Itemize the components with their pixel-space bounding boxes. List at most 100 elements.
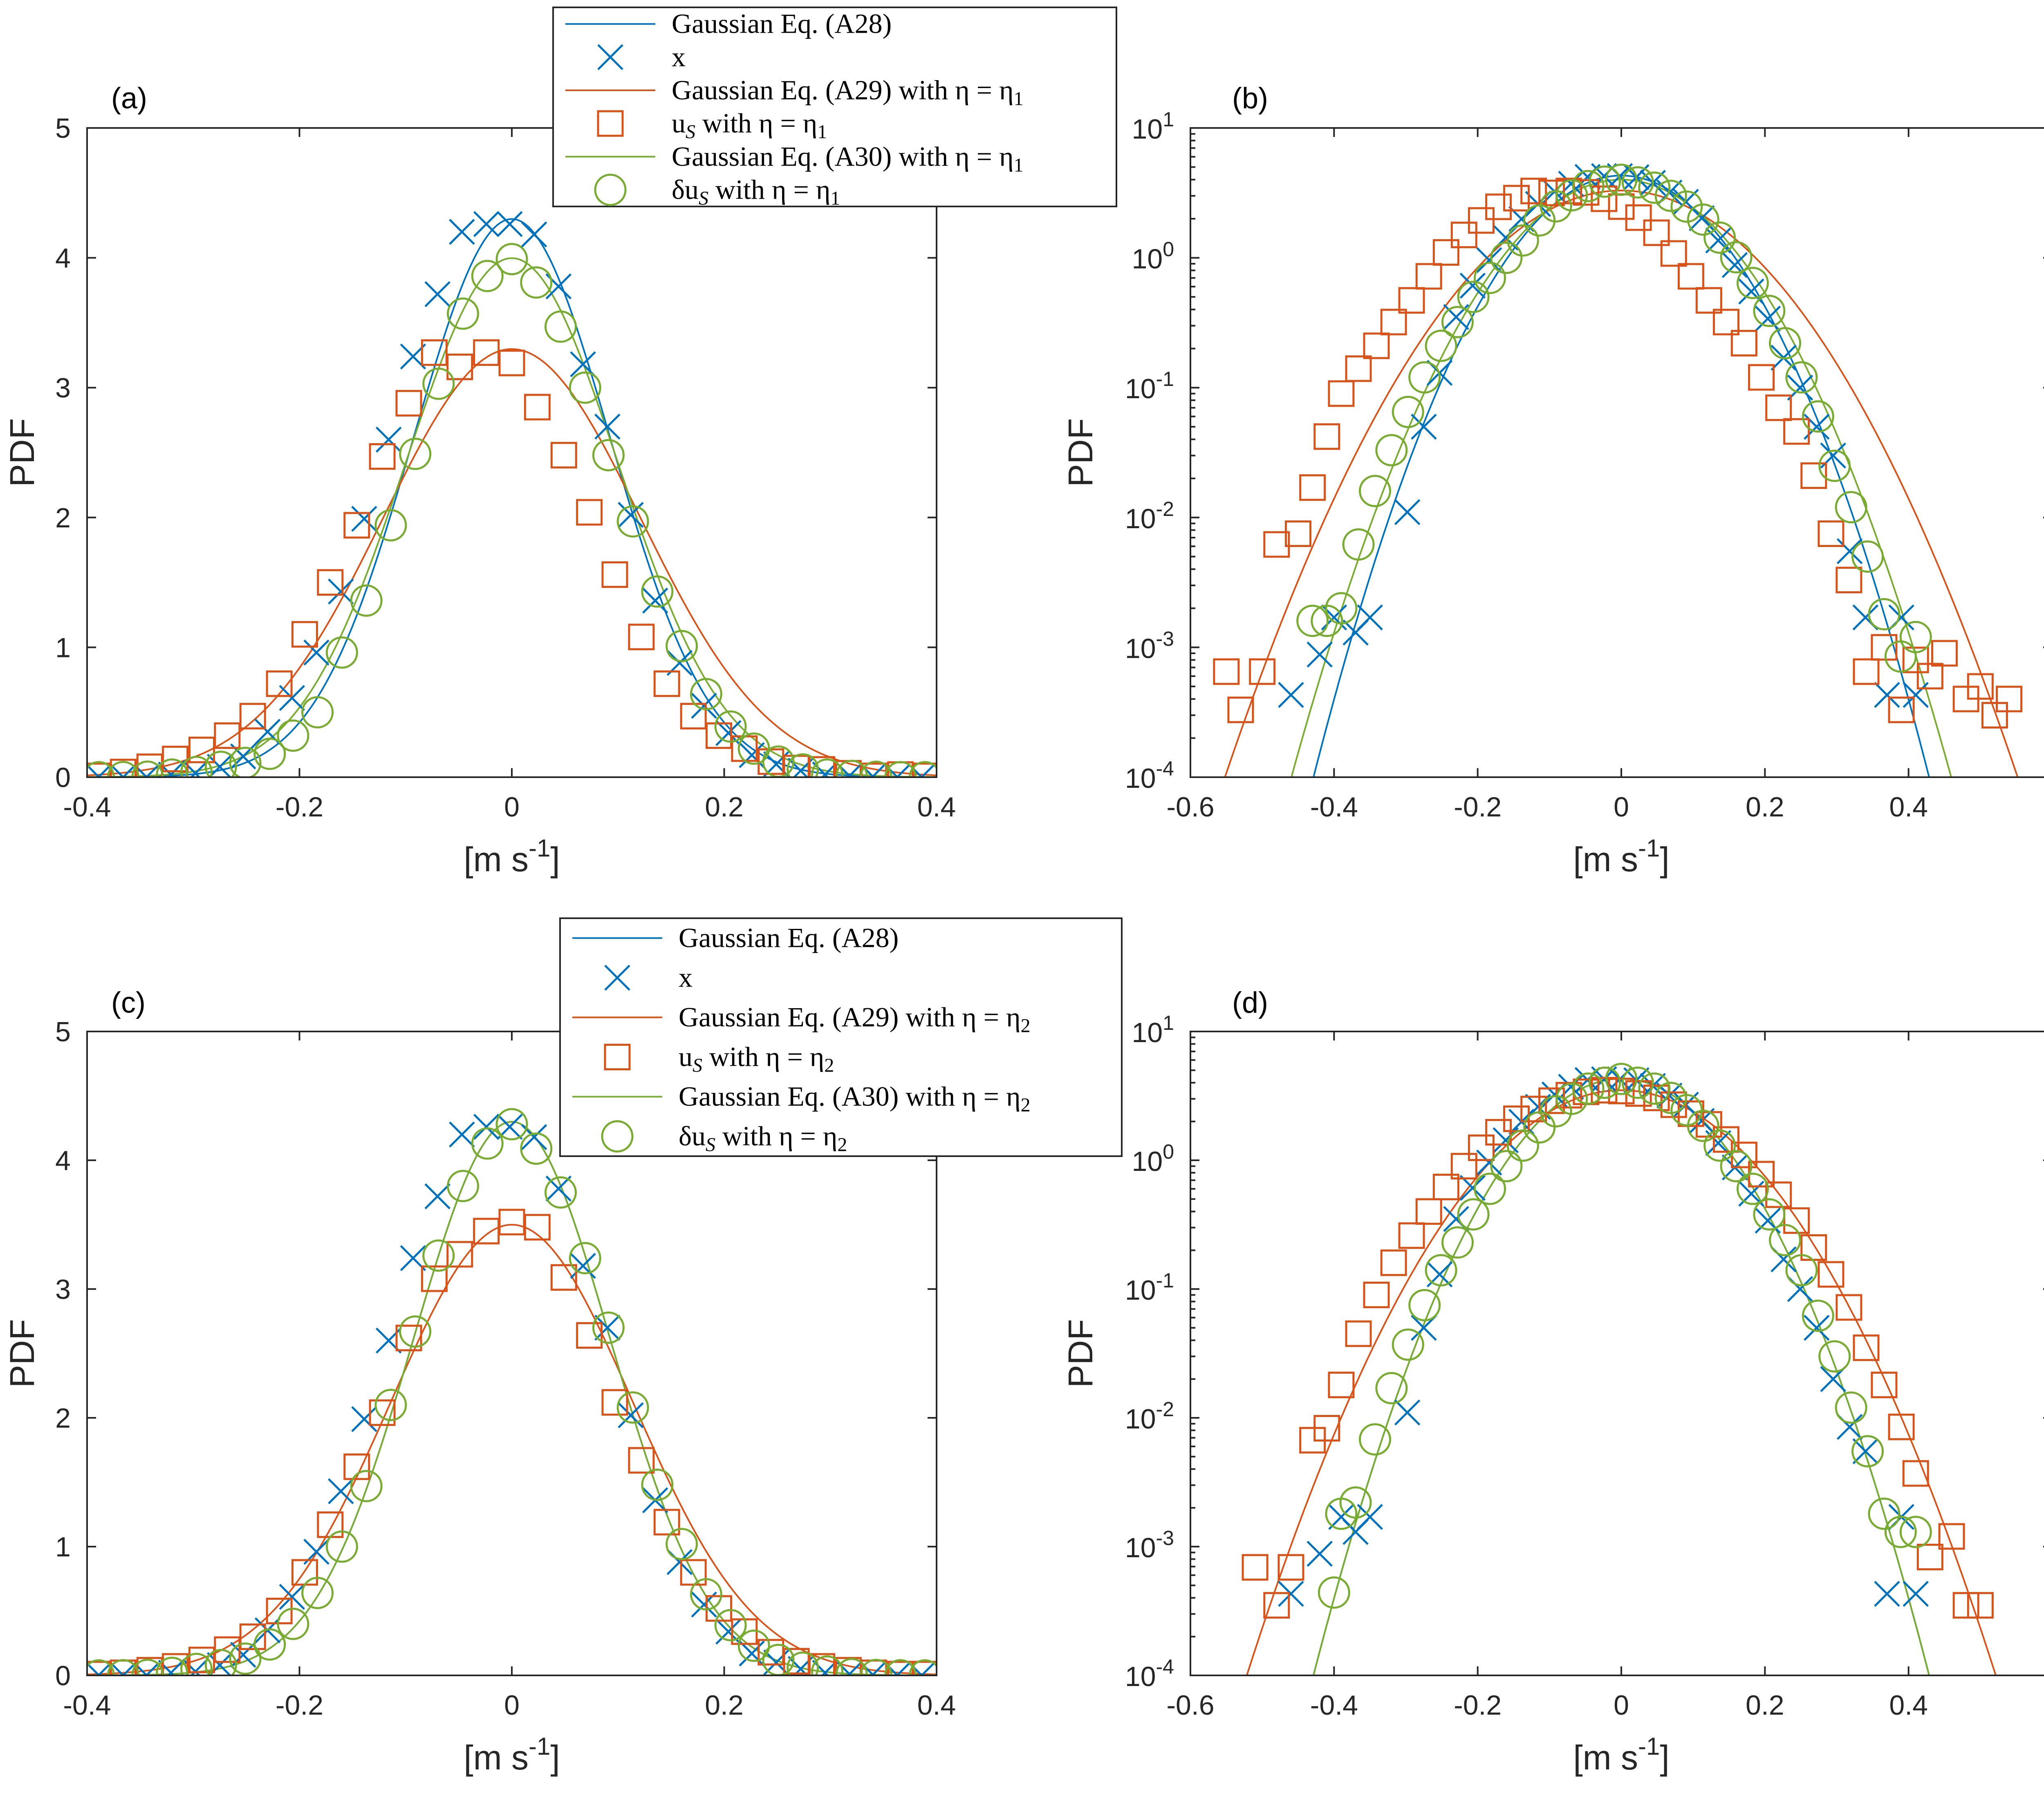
data-point-circle	[325, 636, 358, 669]
data-point-cross	[1476, 247, 1502, 273]
data-point-cross	[1411, 1315, 1437, 1341]
data-point-square	[1278, 1554, 1304, 1581]
data-point-circle	[544, 1176, 577, 1209]
data-point-cross	[1836, 538, 1863, 565]
data-point-circle	[737, 1630, 770, 1662]
data-point-square	[239, 1623, 266, 1650]
y-tick-label: 0	[55, 762, 71, 793]
data-point-circle	[1490, 1150, 1523, 1182]
data-point-square	[1800, 462, 1827, 489]
data-point-circle	[1670, 190, 1703, 223]
data-point-circle	[1720, 1150, 1753, 1182]
data-point-square	[1818, 1261, 1845, 1288]
legend-marker-circle	[594, 173, 627, 206]
data-point-square	[1328, 1372, 1355, 1399]
legend-entry-label: Gaussian Eq. (A28)	[679, 922, 899, 953]
data-point-square	[395, 390, 422, 417]
data-point-circle	[1835, 491, 1867, 524]
y-tick-label: 100	[1132, 1140, 1174, 1177]
data-point-circle	[520, 266, 553, 299]
data-point-circle	[1654, 179, 1687, 212]
data-point-square	[1730, 330, 1757, 357]
data-point-cross	[1787, 374, 1813, 401]
data-point-square	[1299, 474, 1326, 501]
data-point-cross	[375, 426, 402, 453]
data-point-circle	[1342, 528, 1375, 561]
data-point-square	[1818, 520, 1845, 547]
data-point-square	[1503, 185, 1530, 212]
data-point-circle	[1325, 1498, 1358, 1530]
data-point-circle	[569, 1242, 601, 1274]
chart-panel-c: -0.4 -0.2 0 0.2 0.4 0 1 2 3 4 5 [m s-1] PDF (c) Gaussi…	[3, 917, 1123, 1777]
data-point-circle	[835, 760, 868, 777]
data-point-square	[110, 758, 137, 777]
legend-marker-cross	[597, 44, 623, 70]
data-point-circle	[156, 1657, 188, 1675]
data-point-square	[524, 394, 551, 421]
legend-entry-label: Gaussian Eq. (A29) with η = η2	[679, 1002, 1031, 1037]
data-point-square	[1468, 1134, 1495, 1161]
data-point-circle	[1358, 1423, 1391, 1456]
data-point-circle	[87, 761, 115, 777]
data-point-square	[1520, 177, 1547, 204]
data-point-square	[446, 353, 473, 380]
data-point-square	[1916, 663, 1943, 690]
data-point-circle	[544, 310, 577, 343]
data-point-circle	[811, 758, 843, 777]
data-point-circle	[592, 439, 625, 471]
markers	[1242, 1063, 1994, 1619]
data-point-square	[188, 736, 215, 763]
y-tick-label: 10-1	[1125, 368, 1174, 404]
data-point-circle	[1506, 1129, 1539, 1162]
data-point-circle	[301, 696, 334, 729]
y-tick-label: 2	[55, 1403, 71, 1434]
data-point-square	[912, 762, 937, 777]
markers	[87, 1108, 937, 1675]
y-tick-label: 10-3	[1125, 627, 1174, 664]
data-point-square	[524, 1214, 551, 1241]
data-point-square	[1996, 686, 2023, 713]
data-point-circle	[1392, 1328, 1424, 1361]
data-point-circle	[1375, 434, 1408, 466]
data-point-cross	[351, 506, 377, 532]
legend-entry-label: Gaussian Eq. (A30) with η = η1	[672, 141, 1024, 176]
data-point-circle	[1753, 1198, 1786, 1231]
data-point-circle	[156, 758, 188, 777]
panel-label: (d)	[1232, 987, 1268, 1019]
data-point-circle	[666, 630, 698, 662]
data-point-circle	[1605, 164, 1638, 196]
data-point-cross	[1493, 1127, 1519, 1153]
data-point-square	[1712, 309, 1739, 336]
data-point-square	[214, 722, 241, 749]
x-tick-label: -0.4	[1310, 791, 1358, 823]
data-point-square	[343, 512, 370, 539]
y-tick-label: 3	[55, 1274, 71, 1305]
data-point-circle	[690, 678, 722, 711]
x-tick-label: -0.2	[1454, 791, 1502, 823]
data-point-square	[1902, 646, 1929, 673]
data-point-circle	[1523, 1111, 1556, 1144]
data-point-square	[1363, 332, 1390, 359]
data-point-circle	[495, 243, 528, 276]
data-point-square	[317, 569, 344, 596]
data-point-circle	[277, 1608, 309, 1640]
data-point-square	[1931, 640, 1958, 667]
legend-entry-label: x	[679, 962, 693, 993]
data-point-circle	[447, 1170, 480, 1202]
data-point-cross	[351, 1406, 377, 1432]
data-point-circle	[1425, 330, 1457, 362]
legend-box	[559, 917, 1123, 1157]
data-point-circle	[1318, 1576, 1350, 1609]
gaussian-a29-line	[1246, 1089, 1997, 1675]
data-point-circle	[1769, 327, 1802, 359]
data-point-square	[395, 1325, 422, 1352]
data-point-cross	[570, 1253, 596, 1279]
data-point-circle	[277, 719, 309, 752]
data-point-circle	[1441, 306, 1474, 339]
x-axis-label: [m s-1]	[464, 834, 560, 879]
data-point-circle	[1884, 640, 1917, 673]
data-point-circle	[325, 1530, 358, 1563]
data-point-circle	[787, 753, 819, 777]
legend-entry-label: Gaussian Eq. (A28)	[672, 8, 892, 39]
